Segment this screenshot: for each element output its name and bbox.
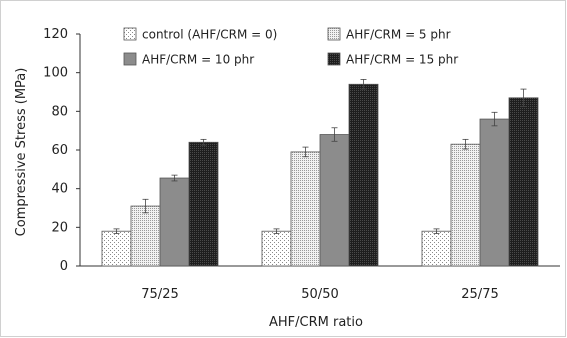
bar: [450, 143, 481, 267]
bar: [261, 230, 292, 267]
legend-swatch: [327, 27, 341, 41]
legend-swatch: [123, 52, 137, 66]
legend-swatch: [327, 52, 341, 66]
error-bars: [113, 79, 527, 234]
bar: [188, 141, 219, 267]
legend-swatch: [123, 27, 137, 41]
x-tick-label: 50/50: [301, 287, 338, 302]
legend-label: AHF/CRM = 10 phr: [142, 53, 254, 67]
legend-label: AHF/CRM = 15 phr: [346, 53, 458, 67]
bar: [159, 177, 190, 267]
bar: [290, 151, 321, 267]
y-tick-label: 40: [51, 182, 68, 197]
bar: [348, 83, 379, 267]
legend-label: AHF/CRM = 5 phr: [346, 28, 451, 42]
y-tick-label: 20: [51, 220, 68, 235]
y-tick-label: 80: [51, 104, 68, 119]
legend: control (AHF/CRM = 0) AHF/CRM = 5 phr AHF/…: [123, 27, 458, 67]
y-tick-label: 100: [43, 66, 68, 81]
legend-label: control (AHF/CRM = 0): [142, 28, 277, 42]
bars: [101, 83, 539, 267]
bar: [101, 230, 132, 267]
x-tick-label: 75/25: [141, 287, 178, 302]
bar: [421, 230, 452, 267]
bar: [130, 205, 161, 267]
y-axis-title: Compressive Stress (MPa): [14, 68, 29, 237]
y-tick-label: 0: [60, 259, 68, 274]
bar: [508, 97, 539, 267]
x-tick-label: 25/75: [461, 287, 498, 302]
bar: [479, 118, 510, 267]
axes: 0 20 40 60 80 100 120 75/25 50/50 25/75: [43, 27, 560, 302]
y-tick-label: 60: [51, 143, 68, 158]
bar: [319, 134, 350, 267]
x-axis-title: AHF/CRM ratio: [269, 315, 363, 330]
y-tick-label: 120: [43, 27, 68, 42]
